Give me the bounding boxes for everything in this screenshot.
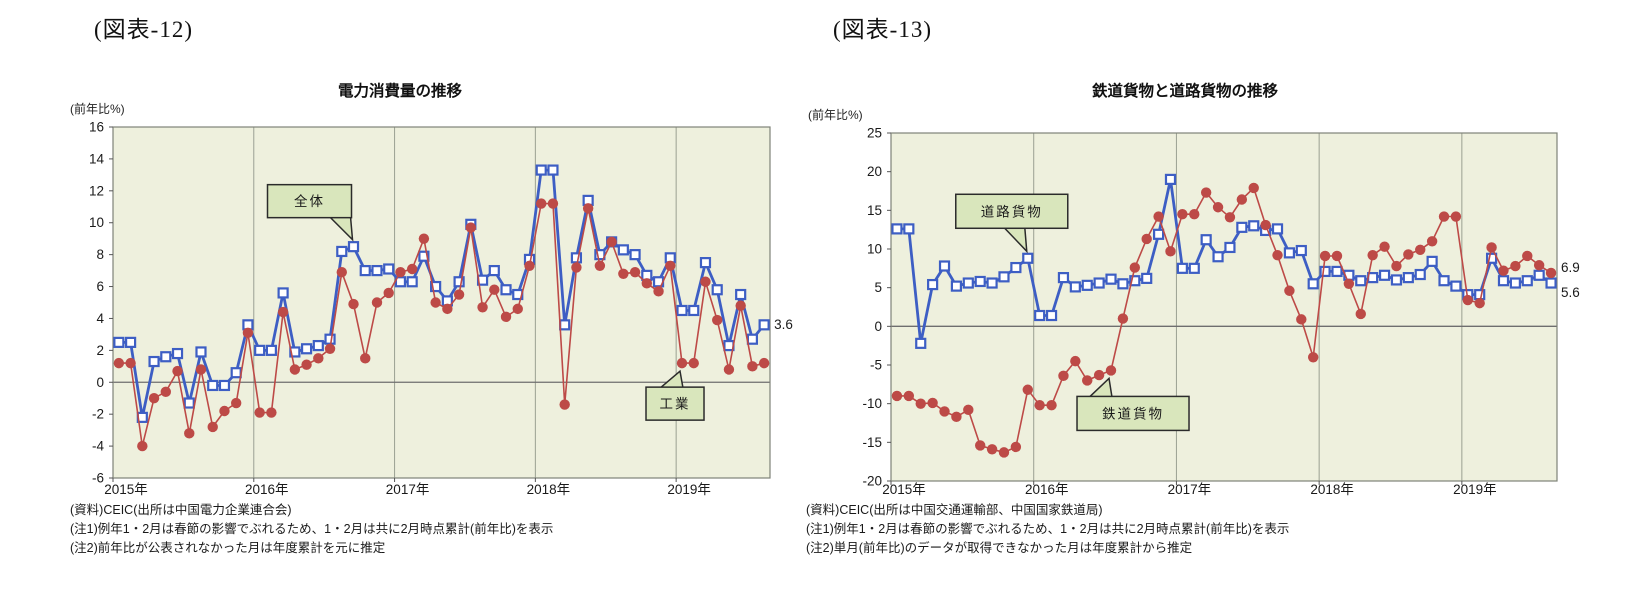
chart-title-electricity: 電力消費量の推移: [337, 83, 462, 100]
y-axis-unit-label: (前年比%): [70, 102, 125, 116]
svg-text:2018年: 2018年: [1310, 482, 1354, 497]
svg-text:5.6: 5.6: [1561, 285, 1580, 300]
svg-text:2018年: 2018年: [527, 482, 571, 497]
y-axis-unit-label: (前年比%): [808, 108, 863, 122]
note-line: (注2)前年比が公表されなかった月は年度累計を元に推定: [70, 541, 386, 555]
svg-text:-6: -6: [92, 471, 104, 486]
chart-0: -6 -4 -2 0 2 4 6 8 10 12 14 16 2015年 2016年 2017年 2018年 2…: [89, 120, 793, 498]
svg-text:12: 12: [89, 183, 104, 198]
chart-1: -20 -15 -10 -5 0 5 10 15 20 25 2015年 2016年 2017年 2018…: [862, 126, 1579, 498]
note-line: (資料)CEIC(出所は中国電力企業連合会): [70, 503, 292, 517]
svg-text:鉄道貨物: 鉄道貨物: [1102, 405, 1164, 421]
svg-text:-15: -15: [862, 435, 882, 450]
svg-text:全体: 全体: [294, 193, 325, 209]
svg-text:2015年: 2015年: [882, 482, 926, 497]
svg-text:10: 10: [867, 242, 882, 257]
svg-text:-20: -20: [862, 474, 882, 489]
svg-text:5: 5: [874, 280, 882, 295]
svg-text:16: 16: [89, 120, 104, 135]
svg-text:14: 14: [89, 151, 105, 166]
note-line: (注2)単月(前年比)のデータが取得できなかった月は年度累計から推定: [806, 541, 1193, 555]
note-line: (注1)例年1・2月は春節の影響でぶれるため、1・2月は共に2月時点累計(前年比…: [806, 522, 1290, 536]
figure-label-13: (図表-13): [833, 17, 932, 42]
svg-text:10: 10: [89, 215, 104, 230]
svg-text:-5: -5: [870, 358, 882, 373]
svg-text:6: 6: [96, 279, 104, 294]
svg-text:2015年: 2015年: [104, 482, 148, 497]
note-line: (資料)CEIC(出所は中国交通運輸部、中国国家鉄道局): [806, 503, 1103, 517]
svg-text:3.6: 3.6: [774, 317, 793, 332]
svg-text:6.9: 6.9: [1561, 260, 1580, 275]
svg-text:2016年: 2016年: [245, 482, 289, 497]
svg-text:8: 8: [96, 247, 104, 262]
figure-label-12: (図表-12): [94, 17, 193, 42]
svg-text:15: 15: [867, 203, 882, 218]
svg-text:0: 0: [96, 375, 104, 390]
svg-text:-4: -4: [92, 439, 104, 454]
svg-text:0: 0: [874, 319, 882, 334]
svg-text:2019年: 2019年: [1453, 482, 1497, 497]
svg-text:2017年: 2017年: [386, 482, 430, 497]
svg-text:2: 2: [96, 343, 104, 358]
source-notes: (資料)CEIC(出所は中国電力企業連合会) (注1)例年1・2月は春節の影響で…: [70, 501, 553, 558]
svg-text:20: 20: [867, 164, 882, 179]
svg-text:25: 25: [867, 126, 882, 141]
svg-text:2017年: 2017年: [1168, 482, 1212, 497]
svg-text:-2: -2: [92, 407, 104, 422]
svg-text:工業: 工業: [660, 397, 691, 412]
svg-text:-10: -10: [862, 396, 882, 411]
chart-title-freight: 鉄道貨物と道路貨物の推移: [1091, 83, 1278, 100]
svg-text:2019年: 2019年: [667, 482, 711, 497]
svg-text:道路貨物: 道路貨物: [981, 203, 1043, 219]
svg-text:2016年: 2016年: [1025, 482, 1069, 497]
source-notes: (資料)CEIC(出所は中国交通運輸部、中国国家鉄道局) (注1)例年1・2月は…: [806, 501, 1289, 558]
note-line: (注1)例年1・2月は春節の影響でぶれるため、1・2月は共に2月時点累計(前年比…: [70, 522, 554, 536]
svg-text:4: 4: [96, 311, 104, 326]
